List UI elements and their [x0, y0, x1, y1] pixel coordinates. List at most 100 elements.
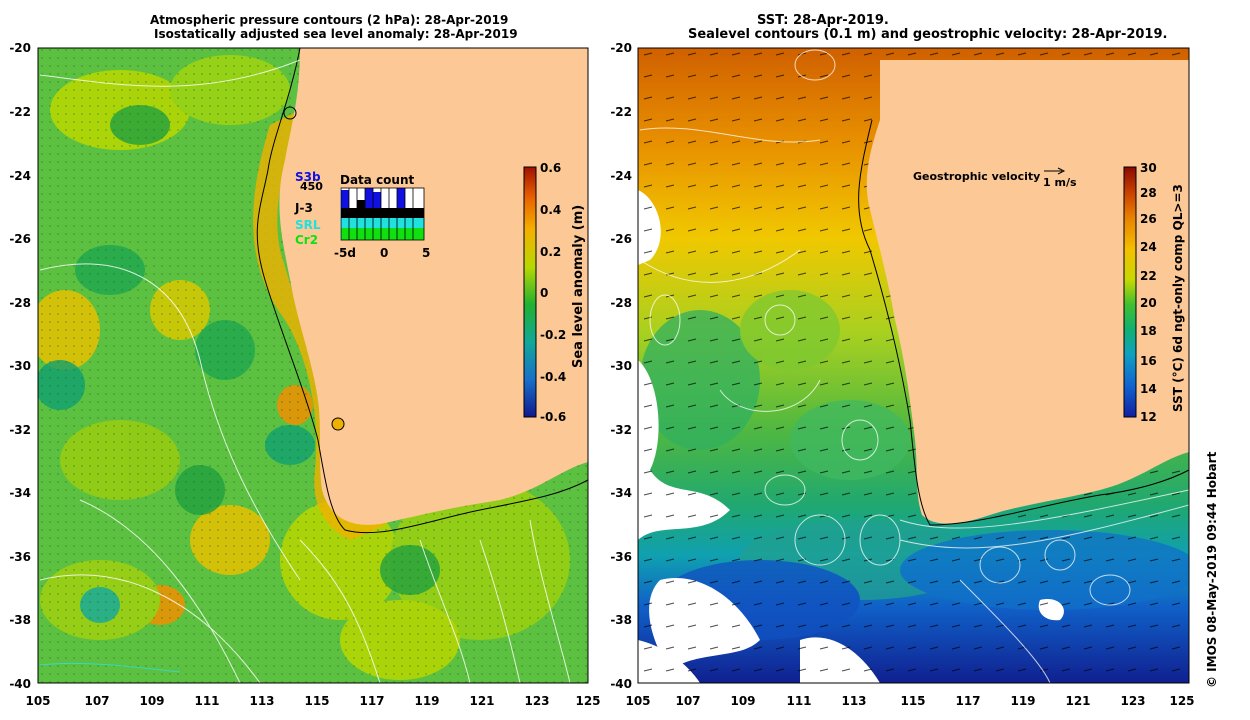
- left-xtick: 123: [524, 694, 549, 708]
- left-map-frame: [37, 47, 589, 684]
- left-ytick: -32: [9, 423, 31, 437]
- data-count-title: Data count: [340, 173, 415, 187]
- left-xtick: 121: [469, 694, 494, 708]
- velocity-scale: 1 m/s: [1043, 176, 1077, 189]
- left-xtick: 105: [25, 694, 50, 708]
- sla-colorbar-tick: 0.2: [540, 245, 561, 259]
- left-ytick: -26: [9, 232, 31, 246]
- left-ytick: -24: [9, 169, 31, 183]
- right-ytick: -38: [610, 613, 632, 627]
- legend-xlabel: 5: [422, 246, 430, 260]
- sst-colorbar-tick: 12: [1140, 410, 1157, 424]
- data-count-legend: S3b 450 J-3 SRL Cr2 Data count -5d: [294, 170, 430, 260]
- right-map-frame: [637, 47, 1190, 684]
- left-title-line1: Atmospheric pressure contours (2 hPa): 2…: [150, 13, 509, 27]
- sla-colorbar-tick: 0.6: [540, 161, 561, 175]
- sst-colorbar-tick: 26: [1140, 212, 1157, 226]
- right-xtick: 111: [786, 694, 811, 708]
- sst-colorbar-label: SST (°C) 6d ngt-only comp QL>=3: [1171, 184, 1185, 412]
- right-xtick: 119: [1010, 694, 1035, 708]
- right-xtick: 125: [1169, 694, 1194, 708]
- legend-sat-j3: J-3: [294, 201, 313, 215]
- sst-colorbar-tick: 18: [1140, 324, 1157, 338]
- sst-colorbar-tick: 30: [1140, 161, 1157, 175]
- right-sealevel-contours: [639, 49, 1189, 683]
- right-xtick: 105: [625, 694, 650, 708]
- right-xtick: 123: [1120, 694, 1145, 708]
- left-xtick: 109: [139, 694, 164, 708]
- left-xtick: 107: [84, 694, 109, 708]
- legend-xlabel: -5d: [334, 246, 356, 260]
- left-xtick: 111: [194, 694, 219, 708]
- imos-credit: © IMOS 08-May-2019 09:44 Hobart: [1205, 451, 1219, 688]
- left-y-axis: -20 -22 -24 -26 -28 -30 -32 -34 -36 -38 …: [9, 41, 31, 691]
- sst-colorbar-tick: 28: [1140, 186, 1157, 200]
- sst-colorbar-gradient: [1123, 166, 1137, 418]
- right-ytick: -20: [610, 41, 632, 55]
- left-ytick: -34: [9, 486, 31, 500]
- velocity-label: Geostrophic velocity: [913, 170, 1040, 183]
- right-title-line1: SST: 28-Apr-2019.: [757, 13, 889, 28]
- right-ytick: -28: [610, 296, 632, 310]
- sst-colorbar-tick: 20: [1140, 296, 1157, 310]
- right-xtick: 109: [730, 694, 755, 708]
- right-xtick: 115: [900, 694, 925, 708]
- sla-colorbar-tick: -0.2: [540, 328, 566, 342]
- left-map: [38, 48, 588, 683]
- arrowhead-icon: [1057, 167, 1066, 175]
- right-ytick: -32: [610, 423, 632, 437]
- right-land-australia: [866, 60, 1189, 524]
- sst-colorbar-tick: 24: [1140, 240, 1157, 254]
- sla-colorbar-tick: 0: [540, 286, 548, 300]
- right-ytick: -22: [610, 105, 632, 119]
- right-ytick: -26: [610, 232, 632, 246]
- legend-count: 450: [300, 180, 323, 193]
- velocity-legend: Geostrophic velocity 1 m/s: [913, 167, 1077, 189]
- right-shelf-contour: [858, 119, 1189, 526]
- left-pressure-contours: [39, 59, 571, 683]
- right-xtick: 107: [675, 694, 700, 708]
- left-ytick: -30: [9, 359, 31, 373]
- sla-colorbar-tick: -0.4: [540, 370, 566, 384]
- right-xtick: 117: [955, 694, 980, 708]
- left-colorbar: 0.6 0.4 0.2 0 -0.2 -0.4 -0.6 Sea level a…: [523, 161, 586, 424]
- legend-sat-srl: SRL: [295, 218, 321, 232]
- sst-colorbar-tick: 22: [1140, 269, 1157, 283]
- right-ytick: -24: [610, 169, 632, 183]
- left-shelf-contour: [256, 48, 588, 534]
- left-ytick: -20: [9, 41, 31, 55]
- left-xtick: 117: [359, 694, 384, 708]
- legend-xlabel: 0: [380, 246, 388, 260]
- left-tide-gauge-marker: [283, 106, 297, 120]
- left-title-line2: Isostatically adjusted sea level anomaly…: [154, 27, 518, 41]
- right-colorbar: 30 28 26 24 22 20 18 16 14 12 SST (°C) 6…: [1123, 161, 1185, 424]
- sst-colorbar-tick: 16: [1140, 354, 1157, 368]
- left-ytick: -22: [9, 105, 31, 119]
- sla-colorbar-label: Sea level anomaly (m): [571, 205, 586, 368]
- left-xtick: 119: [414, 694, 439, 708]
- right-ytick: -36: [610, 550, 632, 564]
- left-ytick: -28: [9, 296, 31, 310]
- right-ytick: -34: [610, 486, 632, 500]
- left-xtick: 113: [249, 694, 274, 708]
- right-x-axis: 105 107 109 111 113 115 117 119 121 123 …: [625, 694, 1194, 708]
- legend-sat-cr2: Cr2: [295, 233, 318, 247]
- right-ytick: -30: [610, 359, 632, 373]
- sst-colorbar-tick: 14: [1140, 382, 1157, 396]
- sla-colorbar-tick: -0.6: [540, 410, 566, 424]
- right-xtick: 121: [1065, 694, 1090, 708]
- data-count-histogram: [340, 187, 425, 241]
- right-title-line2: Sealevel contours (0.1 m) and geostrophi…: [688, 27, 1168, 42]
- left-xtick: 125: [575, 694, 600, 708]
- right-y-axis: -20 -22 -24 -26 -28 -30 -32 -34 -36 -38 …: [610, 41, 632, 691]
- left-x-axis: 105 107 109 111 113 115 117 119 121 123 …: [25, 694, 600, 708]
- left-ytick: -38: [9, 613, 31, 627]
- right-xtick: 113: [841, 694, 866, 708]
- left-land-australia: [279, 48, 588, 525]
- sla-colorbar-tick: 0.4: [540, 203, 561, 217]
- left-ytick: -40: [9, 677, 31, 691]
- legend-sat-s3b: S3b: [295, 170, 321, 184]
- right-ytick: -40: [610, 677, 632, 691]
- left-ytick: -36: [9, 550, 31, 564]
